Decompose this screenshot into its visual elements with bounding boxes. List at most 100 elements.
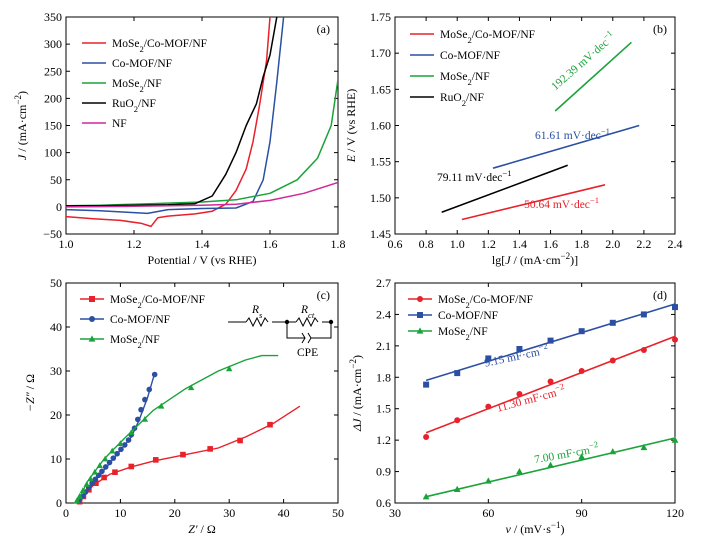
panel-c-data-point-1 (114, 451, 120, 457)
panel-c-data-point-0 (112, 469, 118, 475)
panel-b-x-tick-label: 1.2 (481, 237, 496, 251)
panel-a-y-tick-label: 300 (44, 37, 62, 51)
panel-d-fit-line-0 (426, 336, 675, 432)
panel-c-data-point-1 (111, 455, 117, 461)
panel-b-x-tick-label: 2.4 (668, 237, 683, 251)
panel-b-x-tick-label: 0.8 (419, 237, 434, 251)
panel-c-data-point-1 (146, 387, 152, 393)
panel-a-y-tick-label: −50 (43, 227, 62, 241)
panel-b-slope-label-3: 79.11 mV·dec−1 (437, 168, 512, 184)
panel-c-legend-marker (89, 296, 95, 302)
panel-c-data-point-0 (267, 422, 273, 428)
panel-a-y-tick-label: 0 (56, 200, 62, 214)
panel-b-x-tick-label: 2.2 (636, 237, 651, 251)
panel-d-data-point-1 (548, 338, 554, 344)
panel-c-x-tick-label: 20 (169, 506, 181, 520)
panel-d-legend-label: MoSe2/NF (438, 326, 488, 342)
panel-c-x-tick-label: 50 (332, 506, 344, 520)
panel-d-chart: 30 60 90 1200.60.91.21.51.82.12.42.7(d)v / … (348, 276, 684, 536)
panel-c-y-axis-label-group: −Z″ / Ω (23, 374, 37, 412)
panel-c-legend-label: MoSe2/Co-MOF/NF (110, 294, 205, 310)
panel-d-data-point-1 (610, 320, 616, 326)
panel-c-legend-label: MoSe2/NF (110, 334, 160, 350)
panel-a-legend-label: MoSe2/NF (112, 78, 162, 94)
panel-a-y-tick-label: 150 (44, 119, 62, 133)
panel-c-data-point-1 (103, 464, 109, 470)
panel-c-plot-frame (66, 283, 338, 503)
panel-a-series-line-4 (66, 183, 338, 207)
panel-c-x-tick-label: 30 (223, 506, 235, 520)
panel-d-y-tick-label: 0.9 (376, 465, 391, 479)
panel-b-slope-label-0: 50.64 mV·dec−1 (524, 195, 599, 211)
panel-c-panel-label: (c) (317, 288, 330, 302)
panel-d-legend-marker (417, 296, 423, 302)
panel-c-data-point-1 (126, 437, 132, 443)
panel-d-y-axis-label-group: ΔJ / (mA·cm−2) (348, 355, 364, 432)
panel-d-y-tick-label: 1.8 (376, 370, 391, 384)
panel-d-legend-label: Co-MOF/NF (438, 310, 498, 322)
panel-a-y-axis-label: J / (mA·cm−2) (13, 91, 29, 160)
panel-d-data-point-1 (672, 304, 678, 310)
panel-c-fit-line-0 (80, 406, 300, 503)
panel-d-data-point-1 (579, 328, 585, 334)
panel-d-x-tick-label: 60 (482, 506, 494, 520)
panel-c-x-tick-label: 10 (114, 506, 126, 520)
panel-c-y-tick-label: 20 (50, 408, 62, 422)
panel-c-chart: 0 10 20 30 40 50 0 10 20 30 40 50 (c) Z′ / Ω −Z″ / Ω Mo… (23, 276, 344, 536)
panel-c-data-point-0 (153, 457, 159, 463)
panel-c-fit-line-2 (77, 356, 278, 503)
panel-a-y-tick-label: 50 (50, 173, 62, 187)
panel-c-data-point-1 (99, 469, 105, 475)
panel-d-legend-marker (417, 312, 423, 318)
panel-a-x-tick-label: 1.2 (127, 237, 142, 251)
figure: 1.0 1.2 1.4 1.6 1.8−50050100150200250300350(… (0, 0, 718, 548)
panel-c-data-point-1 (142, 397, 148, 403)
panel-c-data-point-1 (135, 417, 141, 423)
panel-d-data-point-0 (454, 417, 460, 423)
panel-d-capacitance-label-2: 7.00 mF·cm−2 (533, 439, 600, 466)
panel-a-x-tick-label: 1.6 (263, 237, 278, 251)
panel-b-y-tick-label: 1.75 (370, 10, 391, 24)
panel-b-slope-label-2: 192.39 mV·dec−1 (547, 28, 618, 93)
panel-c-x-tick-label: 0 (63, 506, 69, 520)
panel-d-data-point-0 (610, 358, 616, 364)
circuit-cpe-label: CPE (297, 347, 318, 359)
panel-c-data-point-2 (87, 475, 93, 481)
panel-b-y-tick-label: 1.70 (370, 46, 391, 60)
panel-d-y-tick-label: 1.5 (376, 402, 391, 416)
panel-b-y-tick-label: 1.65 (370, 82, 391, 96)
panel-a-chart: 1.0 1.2 1.4 1.6 1.8−50050100150200250300350(… (13, 10, 346, 267)
panel-d-data-point-0 (579, 368, 585, 374)
panel-d-data-point-2 (609, 448, 616, 454)
panel-d-data-point-0 (672, 337, 678, 343)
panel-d-data-point-1 (454, 370, 460, 376)
panel-c-legend-label: Co-MOF/NF (110, 314, 170, 326)
panel-d-data-point-0 (641, 347, 647, 353)
panel-d-x-tick-label: 120 (666, 506, 684, 520)
panel-b-legend-label: MoSe2/Co-MOF/NF (440, 29, 535, 45)
panel-a-legend-label: RuO2/NF (112, 98, 156, 114)
panel-b-x-tick-label: 1.0 (450, 237, 465, 251)
panel-a-x-tick-label: 1.8 (331, 237, 346, 251)
panel-c-x-axis-label: Z′ / Ω (188, 522, 216, 536)
panel-a-y-tick-label: 350 (44, 10, 62, 24)
panel-c-y-tick-label: 40 (50, 320, 62, 334)
panel-d-data-point-0 (423, 434, 429, 440)
panel-d-data-point-2 (516, 468, 523, 474)
panel-a-series-line-2 (66, 79, 338, 205)
panel-c-data-point-0 (207, 446, 213, 452)
circuit-resistor-rct (296, 318, 318, 326)
panel-c-y-axis-label: −Z″ / Ω (23, 374, 37, 412)
panel-a-y-axis-label-group: J / (mA·cm−2) (13, 91, 29, 160)
panel-b-x-tick-label: 1.4 (512, 237, 527, 251)
panel-b-panel-label: (b) (653, 22, 667, 36)
panel-b-legend-label: MoSe2/NF (440, 71, 490, 87)
panel-a-panel-label: (a) (317, 22, 330, 36)
panel-c-y-tick-label: 0 (56, 496, 62, 510)
panel-d-y-tick-label: 1.2 (376, 433, 391, 447)
panel-b-x-tick-label: 1.8 (574, 237, 589, 251)
panel-c-y-tick-label: 30 (50, 364, 62, 378)
panel-c-data-point-1 (118, 447, 124, 453)
panel-d-y-tick-label: 2.1 (376, 339, 391, 353)
panel-c-data-point-0 (128, 464, 134, 470)
